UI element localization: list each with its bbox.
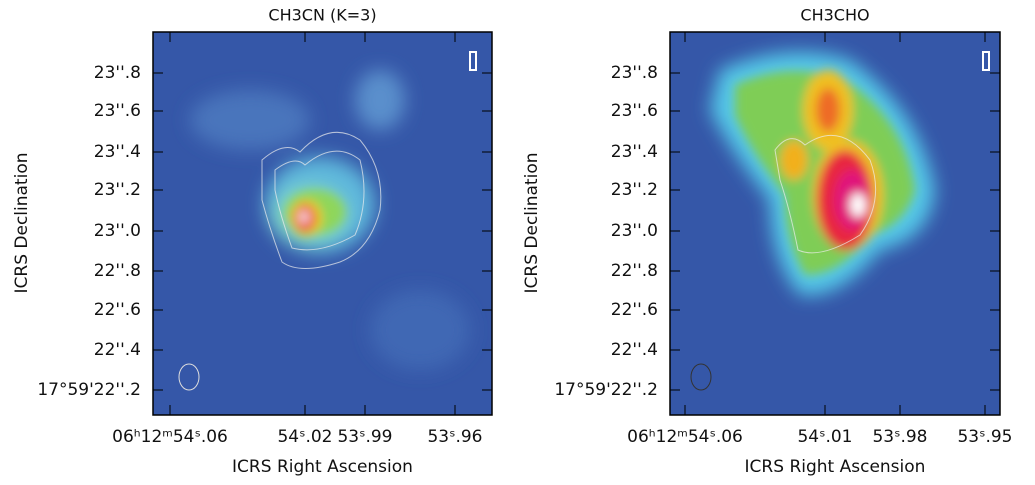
- y-tick-label: 22''.8: [611, 261, 658, 281]
- map-image: [153, 32, 492, 415]
- y-tick-label: 23''.6: [94, 101, 141, 121]
- x-tick-label: 06ʰ12ᵐ54ˢ.06: [627, 427, 743, 447]
- y-tick-label: 22''.8: [94, 261, 141, 281]
- y-tick-label: 22''.6: [611, 300, 658, 320]
- y-tick-label: 23''.6: [611, 101, 658, 121]
- y-tick-label: 23''.4: [94, 142, 141, 162]
- map-image: [670, 32, 1000, 415]
- x-tick-label: 54ˢ.02: [277, 427, 332, 447]
- x-axis-label: ICRS Right Ascension: [745, 457, 926, 477]
- x-tick-label: 53ˢ.95: [957, 427, 1012, 447]
- frame: [152, 31, 493, 416]
- x-tick-label: 53ˢ.98: [872, 427, 927, 447]
- y-tick-label: 23''.0: [94, 221, 141, 241]
- y-tick-label: 22''.4: [94, 340, 141, 360]
- x-tick-label: 54ˢ.01: [797, 427, 852, 447]
- y-axis-label: ICRS Declination: [12, 153, 32, 294]
- y-tick-label: 23''.8: [94, 63, 141, 83]
- x-tick-label: 53ˢ.96: [427, 427, 482, 447]
- y-tick-label: 17°59'22''.2: [554, 380, 658, 400]
- y-tick-label: 22''.4: [611, 340, 658, 360]
- y-tick-label: 22''.6: [94, 300, 141, 320]
- frame: [669, 31, 1001, 416]
- y-tick-label: 23''.2: [94, 180, 141, 200]
- y-tick-label: 17°59'22''.2: [37, 380, 141, 400]
- y-tick-label: 23''.4: [611, 142, 658, 162]
- y-axis-label: ICRS Declination: [522, 153, 542, 294]
- y-tick-label: 23''.2: [611, 180, 658, 200]
- panel-title: CH3CHO: [800, 6, 869, 25]
- x-tick-label: 06ʰ12ᵐ54ˢ.06: [112, 427, 228, 447]
- panel-title: CH3CN (K=3): [268, 6, 376, 25]
- x-tick-label: 53ˢ.99: [337, 427, 392, 447]
- x-axis-label: ICRS Right Ascension: [232, 457, 413, 477]
- y-tick-label: 23''.8: [611, 63, 658, 83]
- y-tick-label: 23''.0: [611, 221, 658, 241]
